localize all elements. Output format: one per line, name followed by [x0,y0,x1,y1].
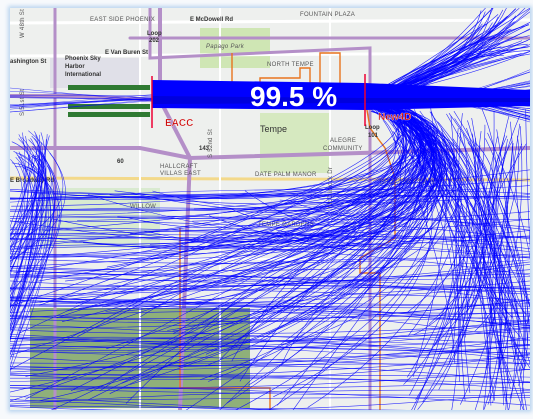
runway-north [68,85,150,90]
runways-layer [68,85,150,117]
papago-park-area [200,28,270,68]
runway-south-2 [68,112,150,117]
road-van-buren [10,51,530,58]
percentage-label: 99.5 % [250,81,337,112]
label-loop101: Loop [365,125,380,131]
label-52nd: S 52nd St [208,129,214,158]
map-panel[interactable]: EAST SIDE PHOENIX E McDowell Rd FOUNTAIN… [10,8,530,410]
label-route143: 143 [199,146,210,152]
label-fountain-plaza: FOUNTAIN PLAZA [300,12,355,18]
label-alegre-1: ALEGRE [330,138,356,144]
label-hallcraft-2: VILLAS EAST [160,171,201,177]
label-papago: Papago Park [206,44,245,50]
label-loop101-num: 101 [368,133,379,139]
label-51st: S 51st St [20,89,26,116]
label-airport-3: International [65,72,101,78]
label-tempe-gardens: TEMPE GARDENS [258,222,314,228]
label-alegre-2: COMMUNITY [323,146,363,152]
label-route60: 60 [117,159,124,165]
label-washington: ashington St [10,59,46,65]
approach-centerline [152,96,530,104]
map-canvas: EAST SIDE PHOENIX E McDowell Rd FOUNTAIN… [10,8,530,410]
label-hallcraft-1: HALLCRAFT [160,164,198,170]
label-broadway-rd: E Broadway Rd [10,178,54,184]
airport-area [50,58,140,88]
label-east-side-phoenix: EAST SIDE PHOENIX [90,17,155,23]
label-van-buren: E Van Buren St [105,50,148,56]
highway-us60 [10,146,530,161]
tempe-park-area [260,113,330,173]
highway-loop101 [148,8,372,410]
label-north-tempe: NORTH TEMPE [267,62,314,68]
label-date-palm: DATE PALM MANOR [255,172,317,178]
label-mcdowell: E McDowell Rd [190,17,233,23]
highway-i10-west [10,94,162,102]
runway-south-1 [68,104,150,109]
label-48th: W 48th St [20,9,26,38]
label-airport-2: Harbor [65,64,85,70]
label-loop202-num: 202 [149,38,160,44]
road-mcdowell [10,18,530,25]
label-loop202: Loop [147,31,162,37]
fix-label-new4d: New4D [378,112,411,123]
fix-label-eacc: EACC [165,118,193,129]
label-airport-1: Phoenix Sky [65,56,101,62]
label-tempe: Tempe [260,124,287,134]
label-willow: WILLOW [130,204,156,210]
